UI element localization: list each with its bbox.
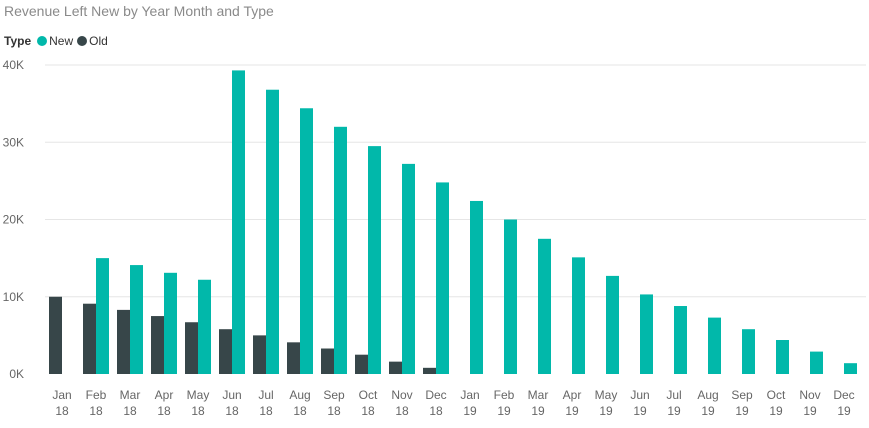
x-tick-label-month: Jan [460,388,479,402]
bar-new [708,317,721,374]
bar-new [164,272,177,374]
x-tick-label-year: 19 [735,404,749,418]
bar-new [368,146,381,374]
bar-new [334,126,347,374]
legend-label-new: New [49,34,74,48]
legend-dot-old-icon [77,36,88,46]
x-tick-label-year: 18 [293,404,307,418]
bar-old [423,367,436,374]
bar-new [844,363,857,374]
bar-new [198,279,211,374]
x-tick-label-month: Dec [425,388,446,402]
bar-new [232,70,245,374]
x-tick-label-year: 19 [803,404,817,418]
x-tick-label-month: Nov [799,388,820,402]
x-tick-label-month: Aug [289,388,310,402]
x-tick-label-year: 19 [701,404,715,418]
x-tick-label-month: Nov [391,388,412,402]
bar-new [504,219,517,374]
legend-item-old[interactable]: Old [77,34,108,48]
x-tick-label-year: 19 [667,404,681,418]
bar-old [321,348,334,374]
x-tick-label-year: 19 [531,404,545,418]
bar-new [810,351,823,374]
legend-item-new[interactable]: New [37,34,73,48]
bar-new [130,265,143,374]
bar-new [674,306,687,374]
x-tick-label-month: Jun [222,388,241,402]
bar-new [640,294,653,374]
x-tick-label-month: Jun [630,388,649,402]
bar-new [572,257,585,374]
x-tick-label-month: Sep [323,388,345,402]
x-tick-label-year: 19 [633,404,647,418]
x-tick-label-month: Apr [563,388,582,402]
bar-old [49,296,62,374]
chart-legend: Type New Old [4,33,112,49]
x-tick-label-month: May [187,388,210,402]
bar-new [538,238,551,374]
x-tick-label-year: 18 [327,404,341,418]
bar-old [185,322,198,374]
bar-old [253,335,266,374]
y-tick-label: 30K [3,135,24,149]
y-tick-label: 20K [3,213,24,227]
x-tick-label-month: Feb [86,388,107,402]
bar-old [287,342,300,374]
x-tick-label-year: 19 [769,404,783,418]
bar-new [402,163,415,374]
x-tick-label-year: 19 [565,404,579,418]
x-tick-label-month: Oct [359,388,378,402]
x-tick-label-month: Mar [528,388,549,402]
bar-new [776,340,789,374]
bar-old [83,303,96,374]
y-tick-label: 10K [3,290,24,304]
x-tick-label-month: Feb [494,388,515,402]
bar-new [606,275,619,374]
bar-new [96,258,109,374]
legend-title: Type [4,34,32,48]
bar-new [300,108,313,374]
bar-old [389,361,402,374]
x-tick-label-year: 18 [55,404,69,418]
x-tick-label-month: Aug [697,388,718,402]
x-tick-label-year: 18 [157,404,171,418]
legend-dot-new-icon [37,36,48,46]
x-tick-label-year: 19 [837,404,851,418]
bar-new [436,182,449,374]
x-tick-label-month: Mar [120,388,141,402]
legend-label-old: Old [89,34,108,48]
x-tick-label-year: 18 [123,404,137,418]
x-tick-label-year: 19 [599,404,613,418]
bar-old [219,329,232,374]
y-tick-label: 0K [9,367,24,381]
bar-new [266,89,279,374]
x-tick-label-month: Jan [52,388,71,402]
x-tick-label-year: 18 [89,404,103,418]
bar-old [117,309,130,374]
x-tick-label-year: 18 [361,404,375,418]
x-tick-label-month: Apr [155,388,174,402]
x-tick-label-year: 18 [225,404,239,418]
x-tick-label-month: Sep [731,388,753,402]
x-tick-label-year: 19 [463,404,477,418]
bar-old [151,316,164,374]
x-tick-label-month: Dec [833,388,854,402]
x-tick-label-month: May [595,388,618,402]
x-tick-label-month: Jul [666,388,681,402]
x-tick-label-year: 18 [395,404,409,418]
x-tick-label-year: 18 [429,404,443,418]
x-tick-label-month: Jul [258,388,273,402]
x-tick-label-year: 18 [191,404,205,418]
y-tick-label: 40K [3,58,24,72]
chart-title: Revenue Left New by Year Month and Type [4,3,274,19]
bar-old [355,354,368,374]
x-tick-label-year: 18 [259,404,273,418]
bar-new [470,200,483,374]
x-tick-label-year: 19 [497,404,511,418]
bar-new [742,329,755,374]
x-tick-label-month: Oct [767,388,786,402]
